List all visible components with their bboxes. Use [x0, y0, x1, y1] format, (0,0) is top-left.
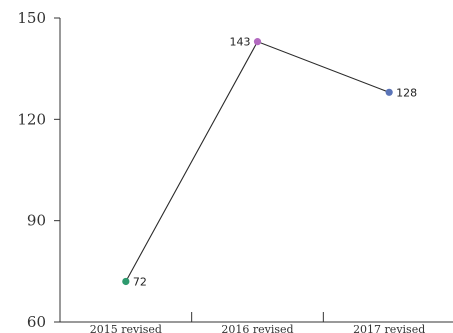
y-tick-label: 120: [17, 110, 46, 128]
y-tick-label: 150: [17, 9, 46, 27]
data-label: 128: [396, 86, 417, 99]
data-point: [385, 88, 393, 96]
x-axis: 2015 revised 2016 revised 2017 revised: [60, 312, 453, 333]
data-label: 72: [133, 275, 147, 288]
data-labels: 72 143 128: [133, 36, 417, 289]
data-label: 143: [230, 36, 251, 49]
y-tick-label: 90: [27, 212, 46, 230]
x-category-label: 2017 revised: [353, 323, 425, 333]
x-category-label: 2016 revised: [221, 323, 293, 333]
series-line-group: [122, 38, 393, 286]
y-axis: 60 90 120 150: [17, 9, 61, 331]
x-category-label: 2015 revised: [90, 323, 162, 333]
data-point: [253, 38, 262, 46]
data-point: [122, 277, 130, 286]
series-line: [125, 40, 390, 282]
y-tick-label: 60: [27, 313, 46, 331]
